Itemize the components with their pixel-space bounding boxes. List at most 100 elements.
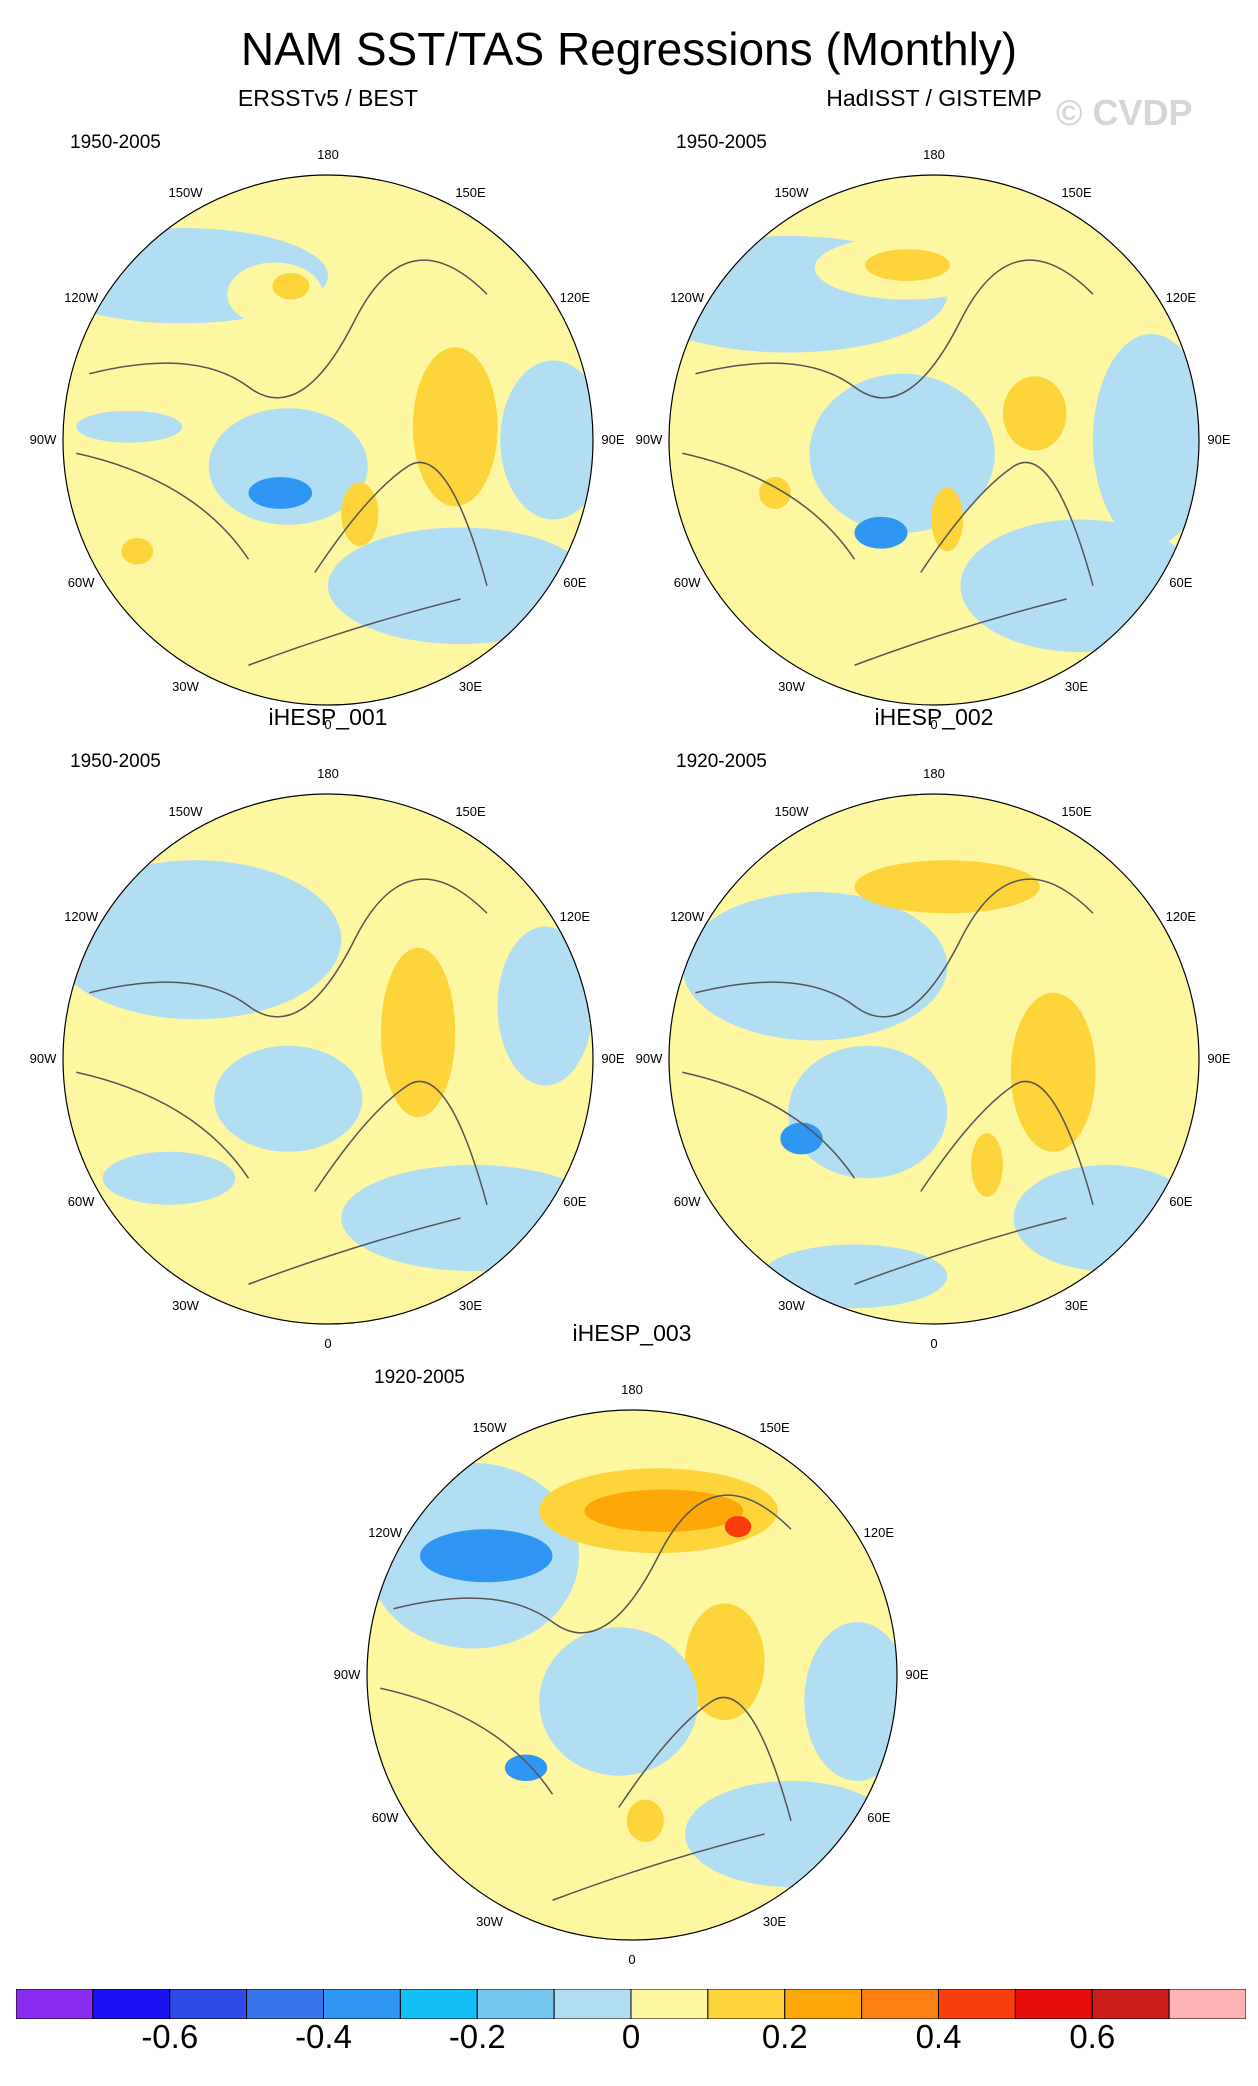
anomaly-region (248, 477, 313, 509)
coastline (76, 259, 488, 666)
panel-title: iHESP_002 (874, 704, 994, 730)
longitude-label: 90W (333, 1667, 361, 1682)
longitude-label: 0 (628, 1952, 636, 1967)
longitude-label: 30W (172, 678, 199, 694)
longitude-label: 150W (168, 185, 203, 201)
polar-map (366, 1409, 898, 1941)
anomaly-region (1002, 376, 1067, 451)
longitude-label: 60W (673, 1193, 701, 1209)
anomaly-region (76, 410, 183, 443)
longitude-label: 60W (67, 1193, 95, 1209)
period-label: 1950-2005 (70, 132, 161, 153)
longitude-label: 120W (670, 289, 705, 305)
longitude-label: 120E (1165, 289, 1196, 305)
longitude-label: 30W (172, 1297, 199, 1313)
anomaly-region (214, 1045, 363, 1152)
anomaly-region (1010, 992, 1096, 1152)
polar-map (668, 793, 1200, 1325)
longitude-label: 120W (670, 908, 705, 924)
anomaly-region (724, 1516, 752, 1538)
colorbar-tick-label: -0.4 (295, 2018, 352, 2055)
longitude-label: 150W (472, 1420, 507, 1436)
longitude-label: 150W (774, 804, 809, 820)
anomaly-region (63, 860, 342, 1020)
colorbar-swatch (630, 1989, 709, 2019)
anomaly-region (420, 1529, 553, 1583)
anomaly-region (102, 1151, 236, 1205)
colorbar-swatch (1091, 1989, 1170, 2019)
longitude-label: 60E (1169, 1193, 1193, 1209)
longitude-label: 120W (64, 908, 99, 924)
longitude-label: 120E (863, 1524, 894, 1540)
anomaly-region (788, 1045, 948, 1179)
longitude-label: 90W (635, 1051, 663, 1066)
colorbar-swatch (861, 1989, 939, 2019)
anomaly-region (854, 860, 1040, 914)
anomaly-region (500, 360, 593, 520)
anomaly-region (685, 1781, 897, 1887)
coastline (682, 259, 1094, 666)
longitude-label: 90W (29, 432, 57, 447)
longitude-label: 150W (168, 804, 203, 820)
colorbar-swatch (323, 1989, 401, 2019)
longitude-label: 150E (1061, 185, 1092, 201)
colorbar-swatch (399, 1989, 478, 2019)
colorbar-tick-label: 0 (621, 2018, 641, 2055)
anomaly-region (971, 1133, 1003, 1197)
longitude-label: 30W (778, 678, 805, 694)
coastline (76, 878, 488, 1285)
longitude-label: 150E (759, 1420, 790, 1436)
anomaly-region (381, 947, 456, 1118)
longitude-label: 30E (762, 1913, 787, 1929)
longitude-label: 60W (673, 574, 701, 590)
longitude-label: 0 (930, 1336, 938, 1351)
polar-map (62, 793, 594, 1325)
colorbar-swatch (92, 1989, 171, 2019)
anomaly-region (272, 273, 310, 300)
longitude-label: 180 (923, 147, 945, 162)
colorbar-tick-label: 0.4 (915, 2018, 962, 2055)
longitude-label: 0 (324, 1336, 332, 1351)
anomaly-region (809, 373, 995, 533)
longitude-label: 60W (67, 574, 95, 590)
longitude-label: 30W (476, 1913, 503, 1929)
longitude-label: 90E (1207, 432, 1231, 447)
period-label: 1920-2005 (676, 751, 767, 772)
longitude-label: 150E (455, 185, 486, 201)
longitude-label: 180 (317, 147, 339, 162)
anomaly-region (780, 1122, 823, 1155)
panel-title: ERSSTv5 / BEST (237, 85, 419, 111)
colorbar-swatch (553, 1989, 632, 2019)
period-label: 1950-2005 (70, 751, 161, 772)
colorbar-swatch (246, 1989, 324, 2019)
anomaly-region (1093, 334, 1199, 546)
anomaly-region (804, 1622, 897, 1781)
colorbar-tick-label: 0.6 (1069, 2018, 1116, 2055)
anomaly-region (626, 1799, 664, 1842)
anomaly-region (1013, 1165, 1199, 1271)
longitude-label: 0 (930, 717, 938, 732)
panel-title: HadISST / GISTEMP (826, 85, 1042, 111)
colorbar-swatch (938, 1989, 1016, 2019)
longitude-label: 30E (458, 1297, 483, 1313)
colorbar-swatch (707, 1989, 786, 2019)
anomaly-region (341, 482, 379, 546)
longitude-label: 90E (1207, 1051, 1231, 1066)
longitude-label: 120W (368, 1524, 403, 1540)
polar-map (668, 174, 1200, 706)
colorbar-swatch (1168, 1989, 1246, 2019)
anomaly-region (931, 487, 964, 552)
longitude-label: 90W (635, 432, 663, 447)
anomaly-region (759, 477, 791, 509)
anomaly-region (227, 262, 323, 327)
longitude-label: 90E (601, 432, 625, 447)
longitude-label: 60E (1169, 574, 1193, 590)
anomaly-region (682, 892, 948, 1041)
panel-title: iHESP_003 (572, 1320, 692, 1346)
longitude-label: 120W (64, 289, 99, 305)
anomaly-region (854, 516, 908, 549)
anomaly-region (208, 408, 368, 525)
longitude-label: 180 (923, 766, 945, 781)
coastline (380, 1494, 792, 1901)
longitude-label: 180 (621, 1382, 643, 1397)
